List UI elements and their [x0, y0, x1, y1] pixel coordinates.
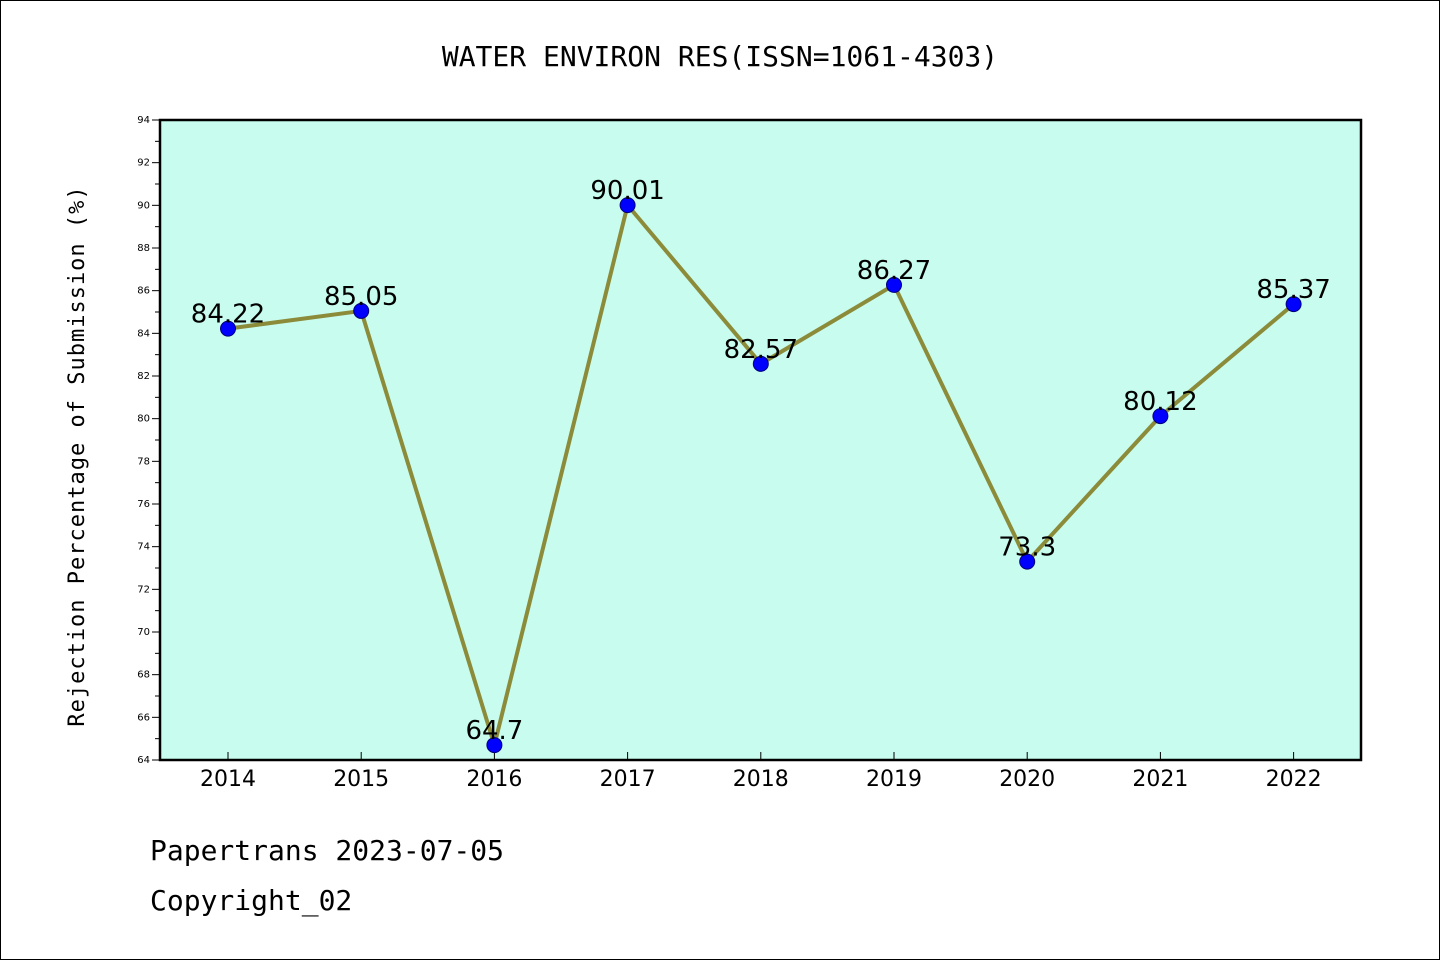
x-tick-label: 2022	[1266, 767, 1322, 792]
data-label: 64.7	[465, 716, 523, 746]
y-tick-label: 76	[137, 499, 150, 510]
y-tick-label: 84	[137, 328, 150, 339]
y-tick-label: 82	[137, 371, 150, 382]
data-point	[1285, 296, 1302, 313]
y-tick-label: 72	[137, 584, 150, 595]
y-axis: 64 66 68 70 72 74 76 78 80 82 84 86 88 90 92 94	[137, 115, 160, 766]
x-tick-label: 2021	[1132, 767, 1188, 792]
data-label: 84.22	[191, 300, 265, 330]
data-point	[619, 197, 636, 214]
y-tick-label: 78	[137, 456, 150, 467]
y-axis-label: Rejection Percentage of Submission (%)	[65, 185, 90, 726]
y-tick-label: 86	[137, 286, 150, 297]
x-tick-label: 2019	[866, 767, 922, 792]
x-tick-label: 2020	[999, 767, 1055, 792]
chart-title: WATER ENVIRON RES(ISSN=1061-4303)	[442, 40, 998, 73]
data-label: 85.05	[324, 282, 398, 312]
x-axis: 2014 2015 2016 2017 2018 2019 2020 2021 2022	[200, 752, 1322, 792]
x-tick-label: 2015	[333, 767, 389, 792]
x-tick-label: 2018	[733, 767, 789, 792]
data-label: 90.01	[590, 176, 664, 206]
y-tick-label: 94	[137, 115, 150, 126]
y-tick-label: 66	[137, 712, 150, 723]
data-point	[1152, 408, 1169, 425]
data-label: 73.3	[998, 533, 1056, 563]
y-tick-label: 70	[137, 627, 150, 638]
data-point	[486, 737, 503, 754]
data-label: 86.27	[857, 256, 931, 286]
data-label: 80.12	[1123, 387, 1197, 417]
x-tick-label: 2017	[600, 767, 656, 792]
data-label: 82.57	[724, 335, 798, 365]
footer-line-1: Papertrans 2023-07-05	[150, 834, 505, 867]
y-tick-label: 64	[137, 755, 150, 766]
plot-area	[158, 118, 1363, 762]
data-label: 85.37	[1256, 275, 1330, 305]
data-point	[353, 302, 370, 319]
data-labels: 84.22 85.05 64.7 90.01 82.57 86.27 73.3 80.12 85…	[191, 176, 1331, 746]
data-point	[220, 320, 236, 337]
footer-line-2: Copyright_02	[150, 884, 353, 917]
y-tick-label: 88	[137, 243, 150, 254]
y-tick-label: 74	[137, 542, 150, 553]
series-markers	[220, 197, 1302, 754]
y-tick-label: 92	[137, 158, 150, 169]
y-tick-label: 90	[137, 200, 150, 211]
data-point	[1019, 553, 1036, 570]
data-point	[752, 355, 769, 372]
x-tick-label: 2016	[466, 767, 522, 792]
data-point	[886, 276, 902, 293]
x-tick-label: 2014	[200, 767, 256, 792]
y-tick-label: 80	[137, 414, 150, 425]
y-tick-label: 68	[137, 670, 150, 681]
